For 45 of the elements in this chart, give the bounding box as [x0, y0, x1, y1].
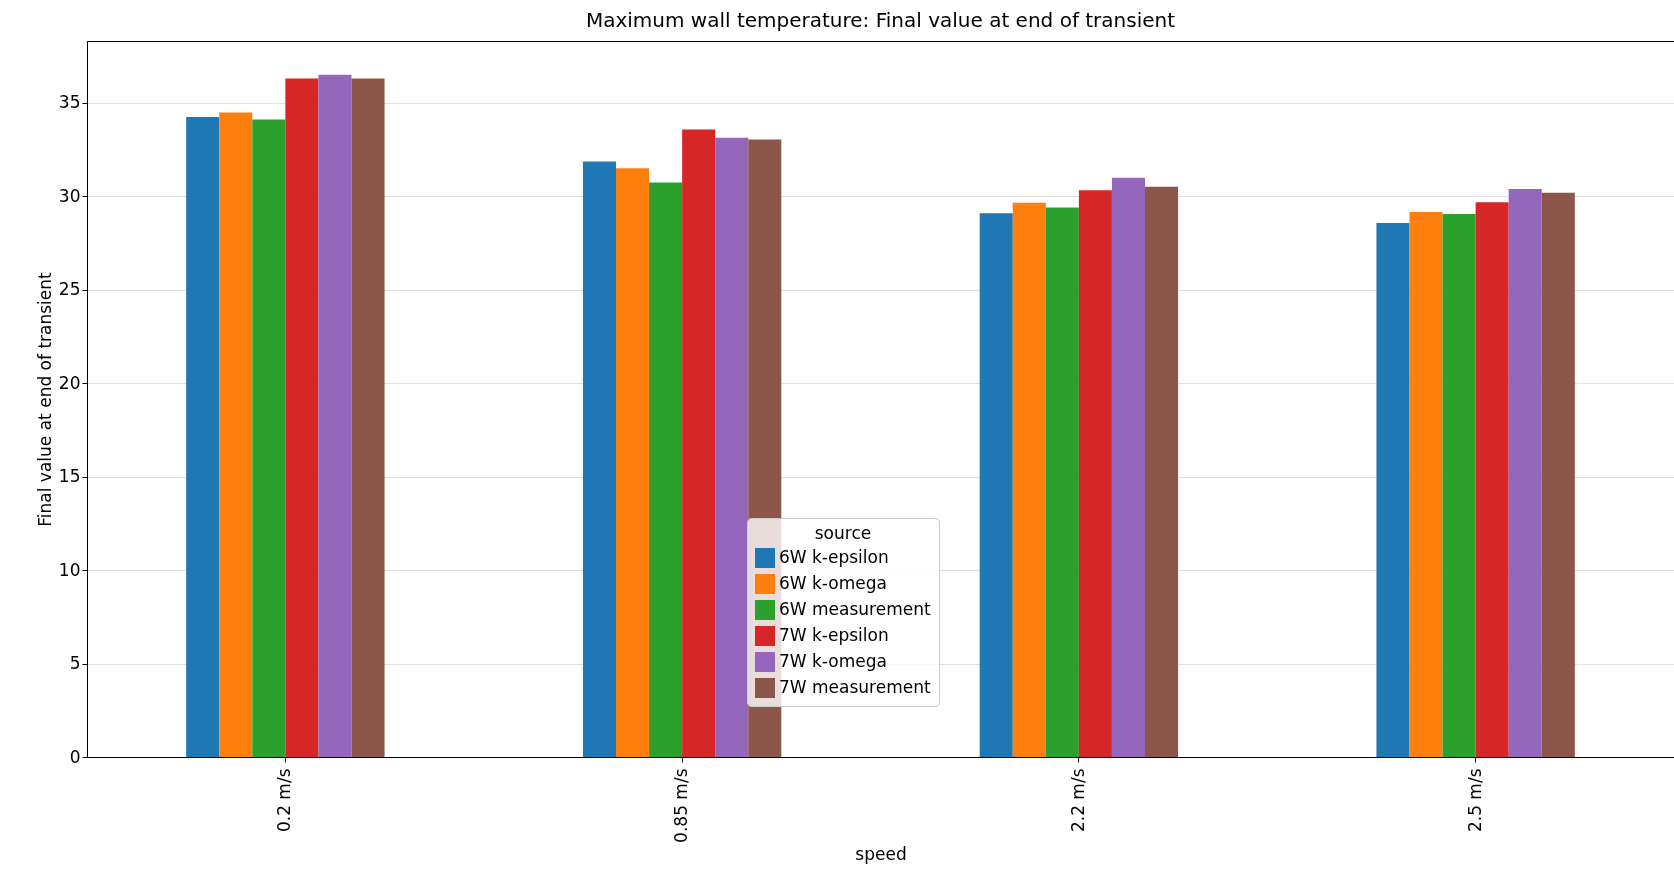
bar — [186, 116, 220, 757]
bar — [682, 129, 716, 757]
legend-label: 6W k-omega — [779, 573, 887, 593]
y-tick-label: 5 — [69, 653, 81, 674]
bar — [1442, 214, 1476, 757]
x-tick-label: 0.85 m/s — [671, 768, 692, 843]
y-tick-label: 10 — [58, 559, 81, 580]
legend-label: 7W measurement — [779, 677, 931, 697]
bar — [1475, 202, 1509, 757]
y-tick-label: 30 — [58, 185, 81, 206]
y-axis-title: Final value at end of transient — [34, 271, 55, 527]
chart-title: Maximum wall temperature: Final value at end of transient — [585, 8, 1176, 32]
bar — [1111, 177, 1145, 757]
bar — [1145, 186, 1179, 757]
bar — [219, 112, 253, 757]
bar — [1376, 222, 1410, 757]
bar — [1541, 192, 1575, 757]
legend-label: 7W k-epsilon — [779, 625, 889, 645]
bar — [1078, 190, 1112, 757]
legend-label: 7W k-omega — [779, 651, 887, 671]
x-tick-label: 2.2 m/s — [1067, 768, 1088, 833]
bar — [252, 119, 286, 757]
legend-label: 6W k-epsilon — [779, 547, 889, 567]
legend-label: 6W measurement — [779, 599, 931, 619]
bar — [351, 78, 385, 757]
y-tick-label: 20 — [58, 372, 81, 393]
x-axis-title: speed — [855, 843, 907, 864]
bar — [285, 78, 319, 757]
y-tick-label: 35 — [58, 92, 81, 113]
bar — [318, 74, 352, 757]
x-tick-label: 0.2 m/s — [274, 768, 295, 833]
bar — [1012, 202, 1046, 757]
y-tick-label: 0 — [69, 746, 81, 767]
y-tick-label: 25 — [58, 279, 81, 300]
bar — [616, 168, 650, 757]
bar — [979, 213, 1013, 757]
bar — [1409, 212, 1443, 757]
x-tick-label: 2.5 m/s — [1464, 768, 1485, 833]
bar — [1508, 189, 1542, 757]
bar — [715, 137, 749, 757]
legend-title: source — [814, 523, 872, 543]
bar — [1045, 207, 1079, 757]
y-tick-label: 15 — [58, 466, 81, 487]
bar — [649, 182, 683, 757]
bar — [582, 161, 616, 757]
